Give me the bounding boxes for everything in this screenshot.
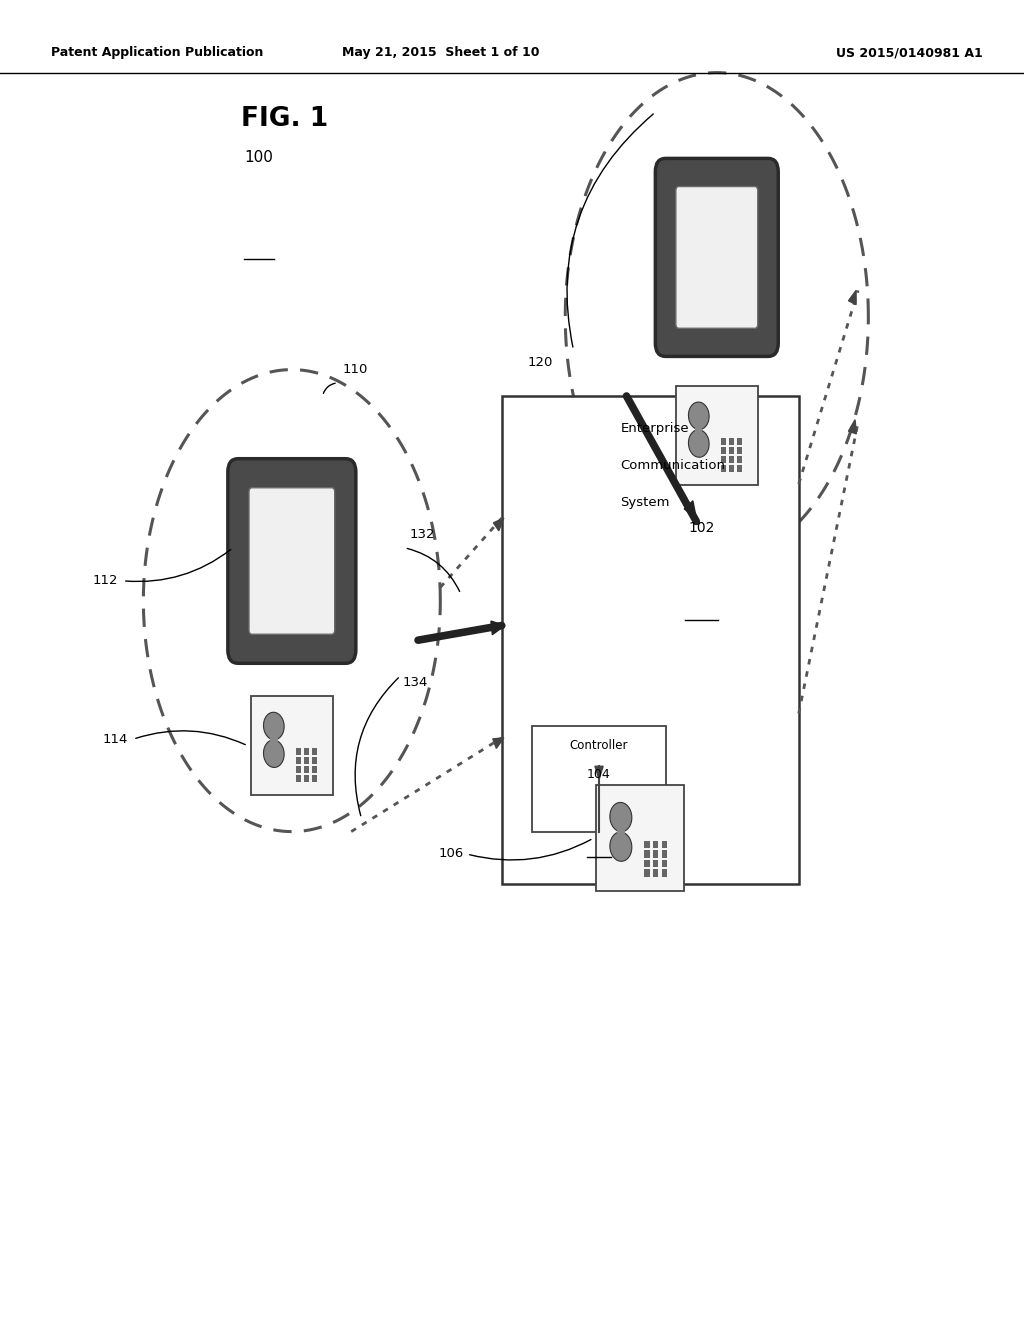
Polygon shape xyxy=(494,519,504,531)
Polygon shape xyxy=(849,290,856,305)
Bar xyxy=(721,455,726,463)
FancyBboxPatch shape xyxy=(249,488,335,634)
Bar xyxy=(737,438,742,445)
Ellipse shape xyxy=(688,430,709,457)
Bar xyxy=(729,438,734,445)
Bar xyxy=(304,758,309,764)
Text: 100: 100 xyxy=(245,150,273,165)
Text: 104: 104 xyxy=(587,768,611,781)
Bar xyxy=(662,859,668,867)
Bar xyxy=(662,850,668,858)
Text: FIG. 1: FIG. 1 xyxy=(241,106,328,132)
Bar xyxy=(729,455,734,463)
Bar xyxy=(296,766,301,774)
Bar xyxy=(312,766,317,774)
Text: US 2015/0140981 A1: US 2015/0140981 A1 xyxy=(837,46,983,59)
Bar xyxy=(312,775,317,781)
Text: 134: 134 xyxy=(402,676,428,689)
FancyBboxPatch shape xyxy=(227,459,356,664)
Bar xyxy=(737,455,742,463)
Text: 120: 120 xyxy=(527,356,553,370)
FancyBboxPatch shape xyxy=(676,186,758,329)
Bar xyxy=(662,841,668,847)
Bar xyxy=(653,850,658,858)
Text: 102: 102 xyxy=(688,521,715,536)
FancyBboxPatch shape xyxy=(655,158,778,356)
Bar xyxy=(296,748,301,755)
Polygon shape xyxy=(493,738,504,748)
Bar xyxy=(653,870,658,876)
Bar xyxy=(304,766,309,774)
Ellipse shape xyxy=(688,403,709,429)
Bar xyxy=(296,758,301,764)
Text: System: System xyxy=(621,496,670,510)
FancyArrow shape xyxy=(695,428,702,432)
Bar xyxy=(721,438,726,445)
Bar xyxy=(644,850,650,858)
Text: Enterprise: Enterprise xyxy=(621,422,689,436)
Bar xyxy=(312,748,317,755)
Polygon shape xyxy=(849,420,856,434)
Bar xyxy=(304,748,309,755)
Text: May 21, 2015  Sheet 1 of 10: May 21, 2015 Sheet 1 of 10 xyxy=(342,46,539,59)
FancyArrow shape xyxy=(270,738,278,742)
Bar xyxy=(676,385,758,484)
Bar xyxy=(502,396,799,884)
Bar xyxy=(653,841,658,847)
Bar xyxy=(312,758,317,764)
Bar xyxy=(662,870,668,876)
FancyArrow shape xyxy=(616,830,625,834)
Text: Controller: Controller xyxy=(569,739,629,752)
Bar xyxy=(737,447,742,454)
Bar xyxy=(596,785,684,891)
Ellipse shape xyxy=(610,803,632,832)
Text: 114: 114 xyxy=(102,733,128,746)
Polygon shape xyxy=(684,500,696,519)
Text: 132: 132 xyxy=(410,528,435,541)
Bar xyxy=(653,859,658,867)
Bar xyxy=(737,465,742,471)
Bar xyxy=(296,775,301,781)
Ellipse shape xyxy=(263,741,284,767)
Bar xyxy=(304,775,309,781)
Text: 110: 110 xyxy=(343,363,369,376)
Bar xyxy=(721,465,726,471)
Bar xyxy=(644,859,650,867)
Text: Communication: Communication xyxy=(621,459,726,473)
Bar xyxy=(721,447,726,454)
Ellipse shape xyxy=(263,713,284,739)
Text: 106: 106 xyxy=(438,847,464,861)
Bar xyxy=(644,870,650,876)
Ellipse shape xyxy=(610,832,632,861)
Bar xyxy=(532,726,666,832)
Polygon shape xyxy=(595,766,603,779)
Text: Patent Application Publication: Patent Application Publication xyxy=(51,46,263,59)
Bar xyxy=(729,447,734,454)
Bar xyxy=(251,697,333,795)
Bar xyxy=(644,841,650,847)
Polygon shape xyxy=(490,620,505,635)
Bar xyxy=(729,465,734,471)
Text: 112: 112 xyxy=(92,574,118,587)
